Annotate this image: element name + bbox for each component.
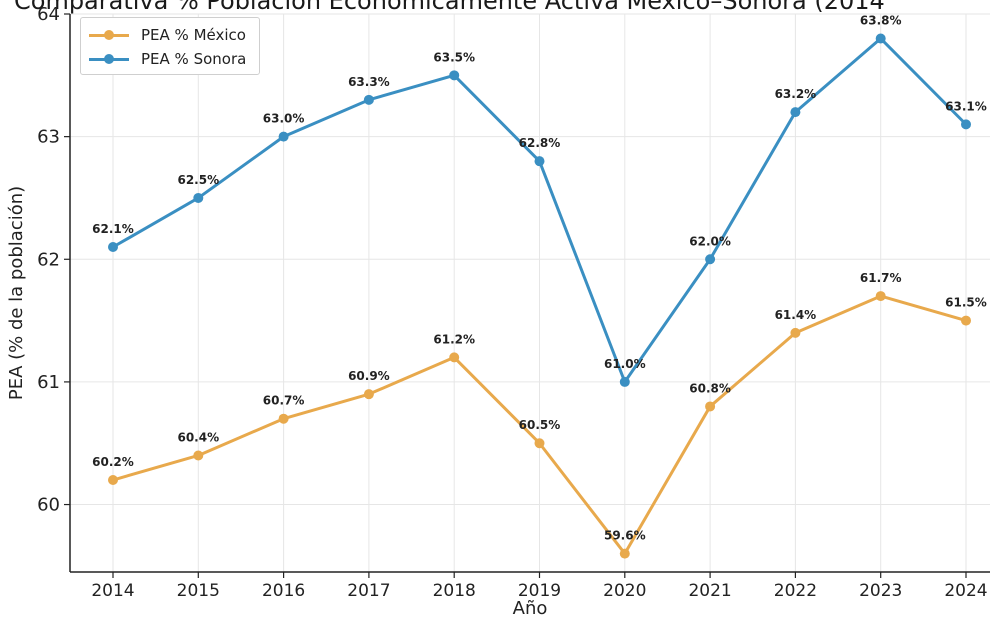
legend-label-sonora: PEA % Sonora <box>141 50 247 68</box>
axes <box>69 14 990 573</box>
x-tick-label: 2019 <box>518 581 561 601</box>
chart-title: Comparativa % Población Económicamente A… <box>14 0 885 15</box>
legend-swatch-mexico <box>89 28 129 42</box>
data-label-mexico: 61.7% <box>860 271 902 285</box>
data-label-mexico: 61.5% <box>945 296 987 310</box>
data-point-mexico <box>193 450 204 461</box>
data-labels: 60.2% 60.4% 60.7% 60.9% 61.2% 60.5% 59.6% 60.8%… <box>92 14 987 543</box>
data-point-mexico <box>534 438 545 449</box>
data-point-mexico <box>619 548 630 559</box>
data-point-mexico <box>278 413 289 424</box>
data-point-mexico <box>108 475 118 486</box>
x-tick-label: 2014 <box>91 581 134 601</box>
grid-lines <box>70 13 990 572</box>
data-label-sonora: 63.0% <box>263 112 305 126</box>
data-point-sonora <box>705 254 716 265</box>
data-point-mexico <box>363 389 374 400</box>
data-point-sonora <box>790 107 801 118</box>
data-label-sonora: 62.8% <box>519 136 561 150</box>
data-label-sonora: 63.2% <box>775 87 817 101</box>
data-points <box>108 33 971 559</box>
data-label-sonora: 62.0% <box>689 234 731 248</box>
data-label-sonora: 63.1% <box>945 99 987 113</box>
data-label-mexico: 60.5% <box>519 418 561 432</box>
data-point-sonora <box>278 131 289 142</box>
data-label-mexico: 60.9% <box>348 369 390 383</box>
data-label-sonora: 62.1% <box>92 222 134 236</box>
data-label-sonora: 63.8% <box>860 14 902 28</box>
data-point-sonora <box>534 156 545 167</box>
data-point-sonora <box>108 242 118 253</box>
data-point-mexico <box>790 327 801 338</box>
data-point-sonora <box>619 376 630 387</box>
data-label-mexico: 61.4% <box>775 308 817 322</box>
legend-label-mexico: PEA % México <box>141 26 246 44</box>
x-tick-label: 2018 <box>433 581 476 601</box>
data-label-sonora: 62.5% <box>177 173 219 187</box>
legend: PEA % México PEA % Sonora <box>80 17 260 75</box>
legend-item-mexico: PEA % México <box>89 26 246 44</box>
data-point-mexico <box>875 291 886 302</box>
data-label-mexico: 59.6% <box>604 529 646 543</box>
x-tick-label: 2023 <box>859 581 902 601</box>
y-tick-label: 64 <box>37 4 60 25</box>
data-label-sonora: 61.0% <box>604 357 646 371</box>
x-tick-label: 2020 <box>603 581 646 601</box>
data-label-mexico: 61.2% <box>433 332 475 346</box>
y-tick-label: 63 <box>37 127 60 148</box>
data-point-sonora <box>875 33 886 44</box>
y-tick-label: 62 <box>37 249 60 270</box>
data-point-sonora <box>193 192 204 203</box>
data-point-mexico <box>449 352 460 363</box>
data-label-mexico: 60.7% <box>263 394 305 408</box>
x-tick-label: 2022 <box>774 581 817 601</box>
y-axis-label: PEA (% de la población) <box>6 186 27 400</box>
x-tick-label: 2015 <box>177 581 220 601</box>
data-label-sonora: 63.5% <box>433 50 475 64</box>
y-tick-label: 61 <box>37 372 60 393</box>
data-point-sonora <box>363 94 374 105</box>
data-label-sonora: 63.3% <box>348 75 390 89</box>
tick-labels: 2014 2015 2016 2017 2018 2019 2020 2021 2022 2023… <box>37 4 988 601</box>
data-label-mexico: 60.8% <box>689 381 731 395</box>
x-tick-label: 2021 <box>688 581 731 601</box>
data-point-mexico <box>705 401 716 412</box>
legend-swatch-sonora <box>89 52 129 66</box>
data-point-mexico <box>961 315 971 326</box>
legend-item-sonora: PEA % Sonora <box>89 50 246 68</box>
x-axis-label: Año <box>513 598 548 619</box>
y-tick-label: 60 <box>37 495 60 516</box>
data-label-mexico: 60.4% <box>177 430 219 444</box>
data-label-mexico: 60.2% <box>92 455 134 469</box>
x-tick-label: 2024 <box>944 581 987 601</box>
data-point-sonora <box>449 70 460 81</box>
x-tick-label: 2017 <box>347 581 390 601</box>
x-tick-label: 2016 <box>262 581 305 601</box>
data-point-sonora <box>961 119 971 130</box>
